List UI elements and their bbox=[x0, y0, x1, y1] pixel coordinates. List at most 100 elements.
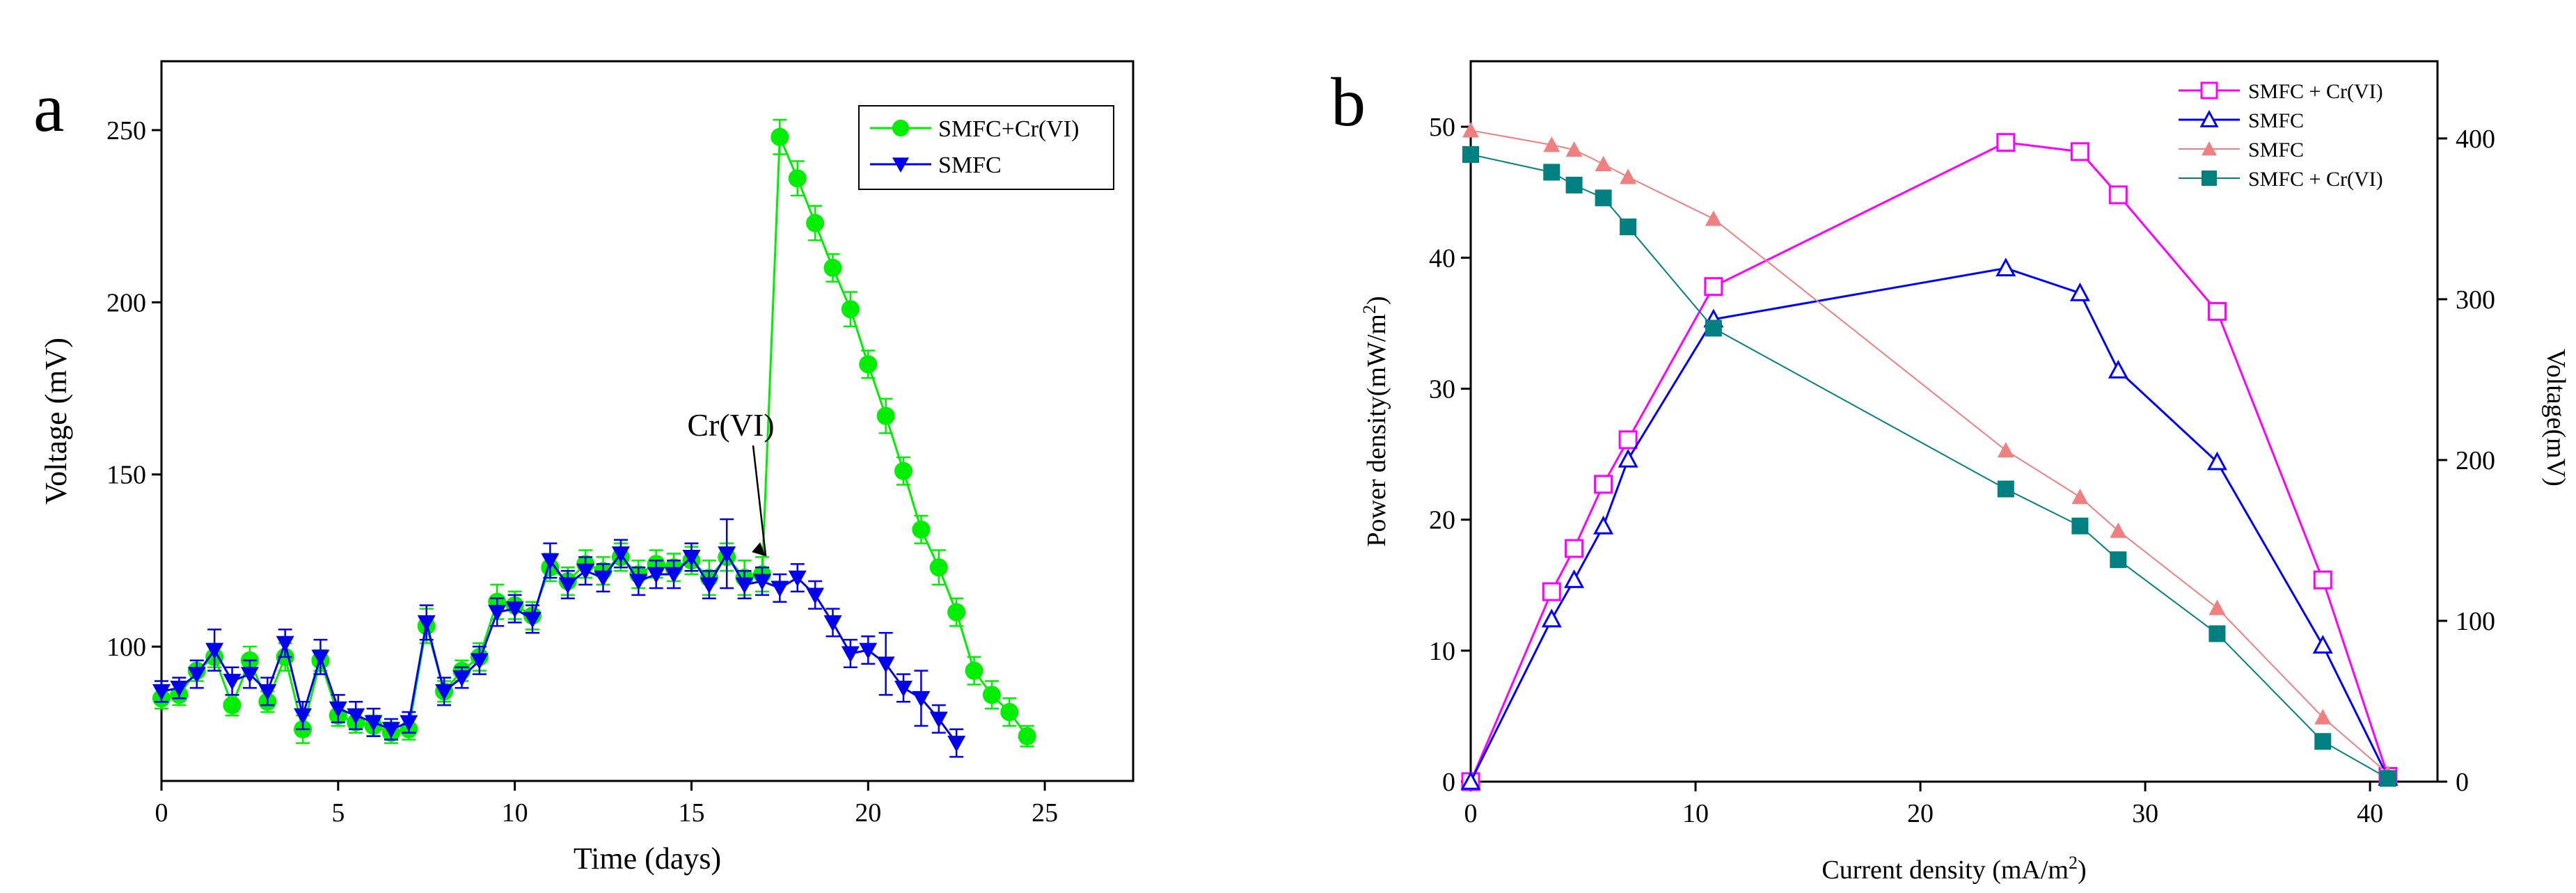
data-point bbox=[187, 667, 206, 683]
x-tick-label: 30 bbox=[2132, 799, 2158, 828]
data-point bbox=[2071, 489, 2089, 505]
legend-label: SMFC bbox=[2248, 139, 2304, 161]
data-point bbox=[1595, 155, 1612, 172]
data-point bbox=[2208, 599, 2226, 615]
data-point bbox=[912, 690, 931, 708]
data-point bbox=[982, 686, 1001, 704]
data-point bbox=[1705, 210, 1722, 226]
x-tick-label: 40 bbox=[2357, 799, 2383, 828]
x-tick-label: 10 bbox=[502, 798, 528, 828]
data-point bbox=[2070, 142, 2089, 161]
legend-box bbox=[858, 105, 1114, 190]
data-point bbox=[929, 711, 948, 728]
data-point bbox=[806, 587, 825, 604]
data-point bbox=[823, 258, 842, 277]
data-point bbox=[700, 577, 718, 594]
data-point bbox=[947, 603, 966, 622]
data-point bbox=[1462, 122, 1479, 138]
legend-label: SMFC bbox=[2248, 109, 2304, 132]
data-point bbox=[2313, 570, 2332, 590]
y-tick-label: 250 bbox=[106, 116, 146, 145]
data-point bbox=[2208, 625, 2226, 642]
data-point bbox=[912, 520, 931, 539]
data-point bbox=[2110, 551, 2127, 569]
y-tick-label: 50 bbox=[1429, 113, 1455, 142]
data-point bbox=[205, 642, 224, 659]
x-tick-label: 20 bbox=[855, 798, 881, 828]
data-point bbox=[1018, 727, 1036, 745]
data-point bbox=[381, 722, 400, 738]
data-point bbox=[294, 708, 313, 725]
data-point bbox=[1565, 141, 1583, 157]
data-point bbox=[1594, 475, 1613, 494]
legend-marker bbox=[892, 157, 909, 173]
data-point bbox=[735, 577, 754, 594]
data-point bbox=[788, 570, 807, 587]
data-point bbox=[859, 642, 878, 659]
legend-label: SMFC bbox=[938, 152, 1002, 178]
y-axis-label: Power density(mW/m2) bbox=[1359, 296, 1391, 546]
data-point bbox=[2379, 770, 2396, 787]
annotation-arrowhead bbox=[752, 542, 766, 557]
x-axis-label: Current density (mA/m2) bbox=[1822, 853, 2086, 885]
legend: SMFC + Cr(VI) SMFC SMFC SMFC + Cr(VI) bbox=[2179, 80, 2383, 191]
y-tick-label: 20 bbox=[1429, 506, 1455, 535]
data-point bbox=[329, 701, 347, 718]
y2-axis-label: Voltage(mV) bbox=[2541, 349, 2570, 487]
data-point bbox=[541, 553, 560, 570]
data-point bbox=[1997, 442, 2014, 458]
data-point bbox=[2312, 635, 2333, 654]
series-power-smfc bbox=[1460, 258, 2399, 790]
data-point bbox=[665, 567, 683, 584]
data-point bbox=[1000, 703, 1019, 722]
x-tick-label: 0 bbox=[155, 798, 168, 828]
x-tick-label: 10 bbox=[1682, 799, 1709, 828]
data-point bbox=[682, 550, 701, 567]
data-point bbox=[470, 653, 489, 670]
data-point bbox=[223, 696, 242, 715]
data-point bbox=[1541, 608, 1562, 628]
data-point bbox=[965, 661, 983, 680]
data-point bbox=[223, 674, 242, 690]
x-tick-label: 25 bbox=[1032, 798, 1058, 828]
y-tick-label: 30 bbox=[1429, 374, 1455, 404]
data-point bbox=[2314, 709, 2332, 725]
legend-marker bbox=[2202, 141, 2217, 156]
legend-label: SMFC + Cr(VI) bbox=[2248, 168, 2383, 191]
data-point bbox=[1997, 480, 2014, 498]
data-point bbox=[1593, 515, 1614, 535]
series-power-smfc-crvi bbox=[1461, 133, 2398, 791]
y2-tick-label: 200 bbox=[2456, 446, 2495, 475]
series-voltage-smfc-crvi bbox=[1462, 145, 2396, 787]
data-point bbox=[1595, 189, 1612, 207]
data-point bbox=[1996, 133, 2016, 152]
data-point bbox=[752, 574, 771, 591]
data-point bbox=[1565, 539, 1584, 558]
data-point bbox=[576, 563, 595, 580]
data-point bbox=[2069, 282, 2090, 301]
data-point bbox=[1620, 218, 1637, 235]
data-point bbox=[2207, 301, 2227, 321]
y-tick-label: 200 bbox=[106, 288, 146, 317]
data-point bbox=[876, 656, 895, 673]
data-point bbox=[894, 461, 913, 480]
y2-tick-label: 0 bbox=[2456, 768, 2469, 797]
data-point bbox=[364, 715, 383, 732]
y2-tick-label: 400 bbox=[2456, 125, 2495, 154]
data-point bbox=[1542, 582, 1561, 601]
data-point bbox=[718, 546, 736, 563]
data-point bbox=[311, 649, 330, 666]
x-axis-label: Time (days) bbox=[574, 841, 721, 876]
data-point bbox=[1543, 164, 1560, 181]
x-tick-label: 15 bbox=[678, 798, 704, 828]
data-point bbox=[876, 406, 895, 425]
panel-b: b0 10 20 30 40010203040500100200300400Curren… bbox=[1331, 60, 2570, 885]
series-line bbox=[161, 136, 1028, 737]
data-point bbox=[894, 681, 913, 697]
y-tick-label: 100 bbox=[106, 633, 146, 662]
data-point bbox=[488, 605, 507, 622]
y2-tick-label: 300 bbox=[2456, 285, 2495, 315]
data-point bbox=[771, 127, 789, 146]
series-line bbox=[1470, 154, 2389, 780]
